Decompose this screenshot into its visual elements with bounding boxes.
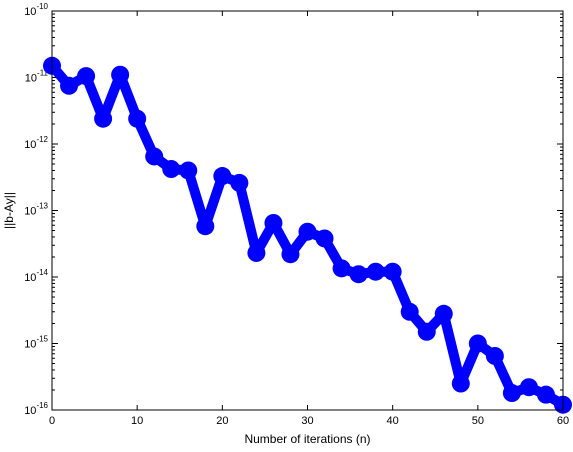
y-tick-label-exponent: -14 (36, 268, 48, 277)
ticks-layer: 0 10 20 30 40 50 6010-1610-1510-1410-1310-1210… (24, 2, 569, 427)
y-tick-label: 10-11 (25, 69, 49, 85)
x-tick-label: 60 (557, 415, 569, 427)
y-tick-label-base: 10 (24, 405, 36, 417)
x-tick-label: 20 (216, 415, 228, 427)
y-tick-label-exponent: -10 (36, 2, 48, 11)
y-tick-label: 10-15 (24, 335, 48, 351)
data-point (77, 67, 96, 86)
data-point (196, 217, 215, 236)
y-tick-label: 10-16 (24, 401, 48, 417)
series-layer (43, 56, 572, 414)
y-tick-label-base: 10 (24, 139, 36, 151)
data-point (502, 384, 521, 403)
data-point (94, 109, 113, 128)
data-point (315, 229, 334, 248)
y-tick-label-base: 10 (24, 206, 36, 218)
data-point (179, 161, 198, 180)
x-tick-label: 50 (472, 415, 484, 427)
x-tick-label: 40 (387, 415, 399, 427)
y-tick-label: 10-12 (24, 135, 48, 151)
data-point (434, 304, 453, 323)
data-point (366, 262, 385, 281)
data-point (349, 265, 368, 284)
data-point (247, 243, 266, 262)
data-point (485, 346, 504, 365)
data-point (468, 334, 487, 353)
data-point (417, 322, 436, 341)
y-tick-label: 10-10 (24, 2, 48, 18)
data-point (536, 385, 555, 404)
y-tick-label-base: 10 (24, 6, 36, 18)
x-tick-label: 10 (131, 415, 143, 427)
y-tick-label: 10-14 (24, 268, 48, 284)
data-point (264, 213, 283, 232)
data-point (451, 374, 470, 393)
data-point (230, 173, 249, 192)
y-tick-label-base: 10 (25, 73, 37, 85)
y-tick-label-exponent: -16 (36, 401, 48, 410)
data-point (383, 262, 402, 281)
y-axis-label: ||b-Ay|| (2, 192, 16, 229)
y-tick-label-exponent: -15 (36, 335, 48, 344)
x-axis-label: Number of iterations (n) (244, 432, 370, 446)
data-point (281, 245, 300, 264)
data-point (128, 109, 147, 128)
data-point (332, 259, 351, 278)
plot-frame (51, 10, 564, 411)
y-tick-label: 10-13 (24, 202, 48, 218)
x-tick-label: 0 (49, 415, 55, 427)
y-tick-label-base: 10 (24, 272, 36, 284)
x-tick-label: 30 (301, 415, 313, 427)
data-point (213, 167, 232, 186)
data-point (298, 222, 317, 241)
data-point (111, 65, 130, 84)
data-point (162, 160, 181, 179)
data-point (60, 76, 79, 95)
y-tick-label-exponent: -13 (36, 202, 48, 211)
y-tick-label-exponent: -12 (36, 135, 48, 144)
y-tick-label-exponent: -11 (37, 69, 49, 78)
data-point (400, 302, 419, 321)
data-point (145, 147, 164, 166)
y-tick-label-base: 10 (24, 339, 36, 351)
data-point (519, 378, 538, 397)
